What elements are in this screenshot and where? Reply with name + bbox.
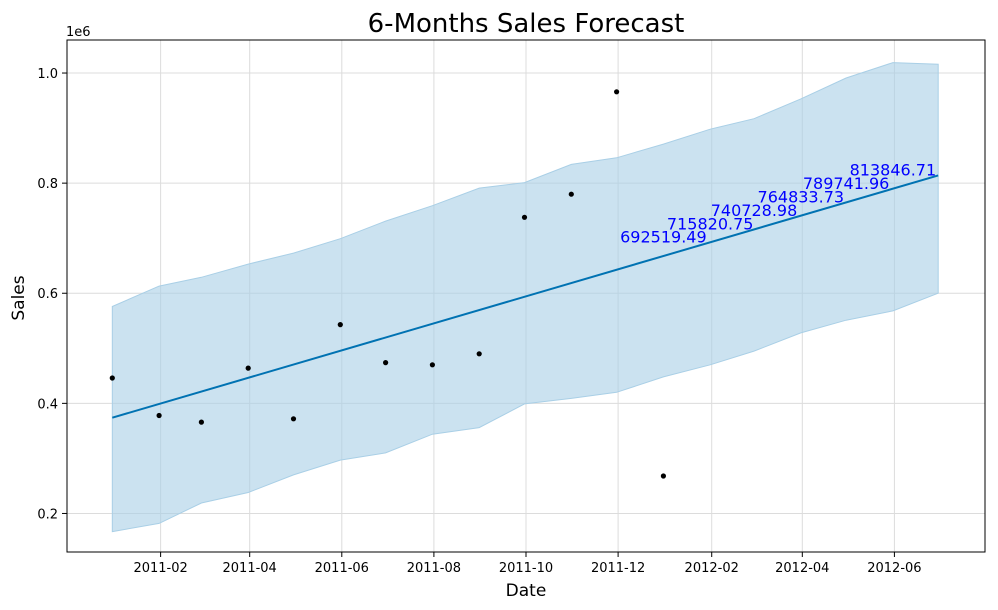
y-tick-label: 0.6 [37,287,58,302]
x-tick-label: 2011-06 [315,561,369,576]
data-point [614,89,620,95]
x-tick-label: 2012-02 [685,561,739,576]
forecast-line-group [112,174,939,419]
forecast-value-label: 740728.98 [711,201,798,220]
x-tick-label: 2011-12 [591,561,645,576]
y-axis-label: Sales [9,275,29,320]
forecast-line [112,174,939,419]
forecast-value-label: 813846.71 [850,161,937,180]
data-point [156,412,162,419]
y-tick-label: 1.0 [37,67,58,82]
forecast-value-label: 789741.96 [803,174,890,193]
y-axis-ticks: 0.2 0.4 0.6 0.8 1.0 [37,67,67,522]
forecast-value-label: 692519.49 [620,227,707,246]
chart-title: 6-Months Sales Forecast [368,9,685,39]
data-point [429,362,435,368]
actual-points [109,89,667,479]
forecast-value-label: 715820.75 [667,215,754,234]
data-point [245,365,251,371]
y-offset-label: 1e6 [66,25,91,40]
data-point [383,360,389,366]
x-tick-label: 2011-02 [133,561,187,576]
x-axis-ticks: 2011-02 2011-04 2011-06 2011-08 2011-10 2011-… [133,552,922,576]
data-point [337,322,343,328]
x-tick-label: 2011-10 [499,561,553,576]
data-point [198,419,204,425]
x-tick-label: 2011-08 [407,561,461,576]
x-tick-label: 2011-04 [223,561,277,576]
y-tick-label: 0.4 [37,397,58,412]
data-point [521,214,528,220]
y-tick-label: 0.2 [37,507,58,522]
data-point [476,351,482,357]
y-tick-label: 0.8 [37,177,58,192]
data-point [660,473,667,479]
data-point [109,375,115,381]
x-axis-label: Date [506,581,547,601]
data-point [568,191,574,197]
data-point [290,416,297,422]
forecast-annotations: 692519.49715820.75740728.98764833.737897… [620,161,936,247]
x-tick-label: 2012-04 [775,561,829,576]
forecast-value-label: 764833.73 [758,188,845,207]
x-tick-label: 2012-06 [867,561,921,576]
